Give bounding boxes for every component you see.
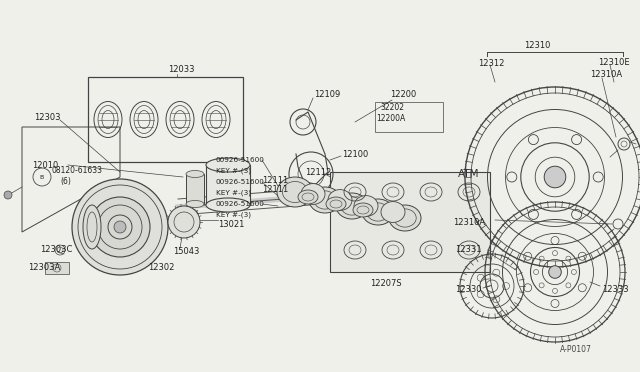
Circle shape [548,266,561,278]
Circle shape [72,179,168,275]
Text: 12333: 12333 [602,285,628,295]
Text: 12111: 12111 [262,176,288,185]
Ellipse shape [309,187,341,213]
Text: 12302: 12302 [148,263,174,272]
Ellipse shape [353,203,373,217]
Text: (6): (6) [60,176,71,186]
Ellipse shape [298,190,318,204]
Text: A-P0107: A-P0107 [560,346,592,355]
Polygon shape [330,172,490,272]
Text: 12033: 12033 [168,64,195,74]
Text: 12303A: 12303A [28,263,60,273]
Ellipse shape [83,205,101,249]
Text: 12310E: 12310E [598,58,630,67]
Text: 32202: 32202 [380,103,404,112]
Bar [88,77,243,162]
Ellipse shape [206,198,250,212]
Circle shape [544,166,566,188]
Text: 12109: 12109 [314,90,340,99]
Text: 12303: 12303 [34,112,61,122]
Ellipse shape [186,201,204,208]
Text: 12200A: 12200A [376,113,405,122]
Text: 12312: 12312 [478,58,504,67]
Circle shape [90,197,150,257]
Circle shape [168,206,200,238]
Circle shape [4,191,12,199]
Ellipse shape [362,199,394,225]
Text: 15043: 15043 [173,247,200,257]
Text: 08120-61633: 08120-61633 [52,166,103,174]
Text: 12010: 12010 [32,160,58,170]
Text: 00926-51600: 00926-51600 [216,157,265,163]
Bar [45,262,69,274]
Text: B: B [40,174,44,180]
Bar [375,102,443,132]
Bar [206,165,250,205]
Text: 12207S: 12207S [370,279,402,289]
Text: 12310: 12310 [524,41,550,49]
Text: 12310A: 12310A [453,218,485,227]
Ellipse shape [328,190,352,211]
Text: 12310A: 12310A [590,70,622,78]
Bar [186,174,204,204]
Text: 12331: 12331 [455,246,481,254]
Ellipse shape [326,197,346,211]
Text: 00926-51600: 00926-51600 [216,201,265,207]
Ellipse shape [389,205,421,231]
Text: ATM: ATM [458,169,479,179]
Text: 13021: 13021 [218,219,244,228]
Text: KEY #-(3): KEY #-(3) [216,190,251,196]
Text: 12111: 12111 [262,185,288,193]
Text: 12100: 12100 [342,150,368,158]
Text: 12112: 12112 [305,167,332,176]
Text: KEY #-(3): KEY #-(3) [216,168,251,174]
Ellipse shape [381,202,405,222]
Text: 12303C: 12303C [40,246,72,254]
Circle shape [114,221,126,233]
Text: KEY #-(3): KEY #-(3) [216,212,251,218]
Text: 12330: 12330 [455,285,481,295]
Text: 00926-51600: 00926-51600 [216,179,265,185]
Ellipse shape [336,193,368,219]
Text: 12200: 12200 [390,90,416,99]
Ellipse shape [301,184,325,204]
Ellipse shape [277,177,313,207]
Ellipse shape [206,158,250,172]
Ellipse shape [186,170,204,177]
Ellipse shape [354,196,378,217]
